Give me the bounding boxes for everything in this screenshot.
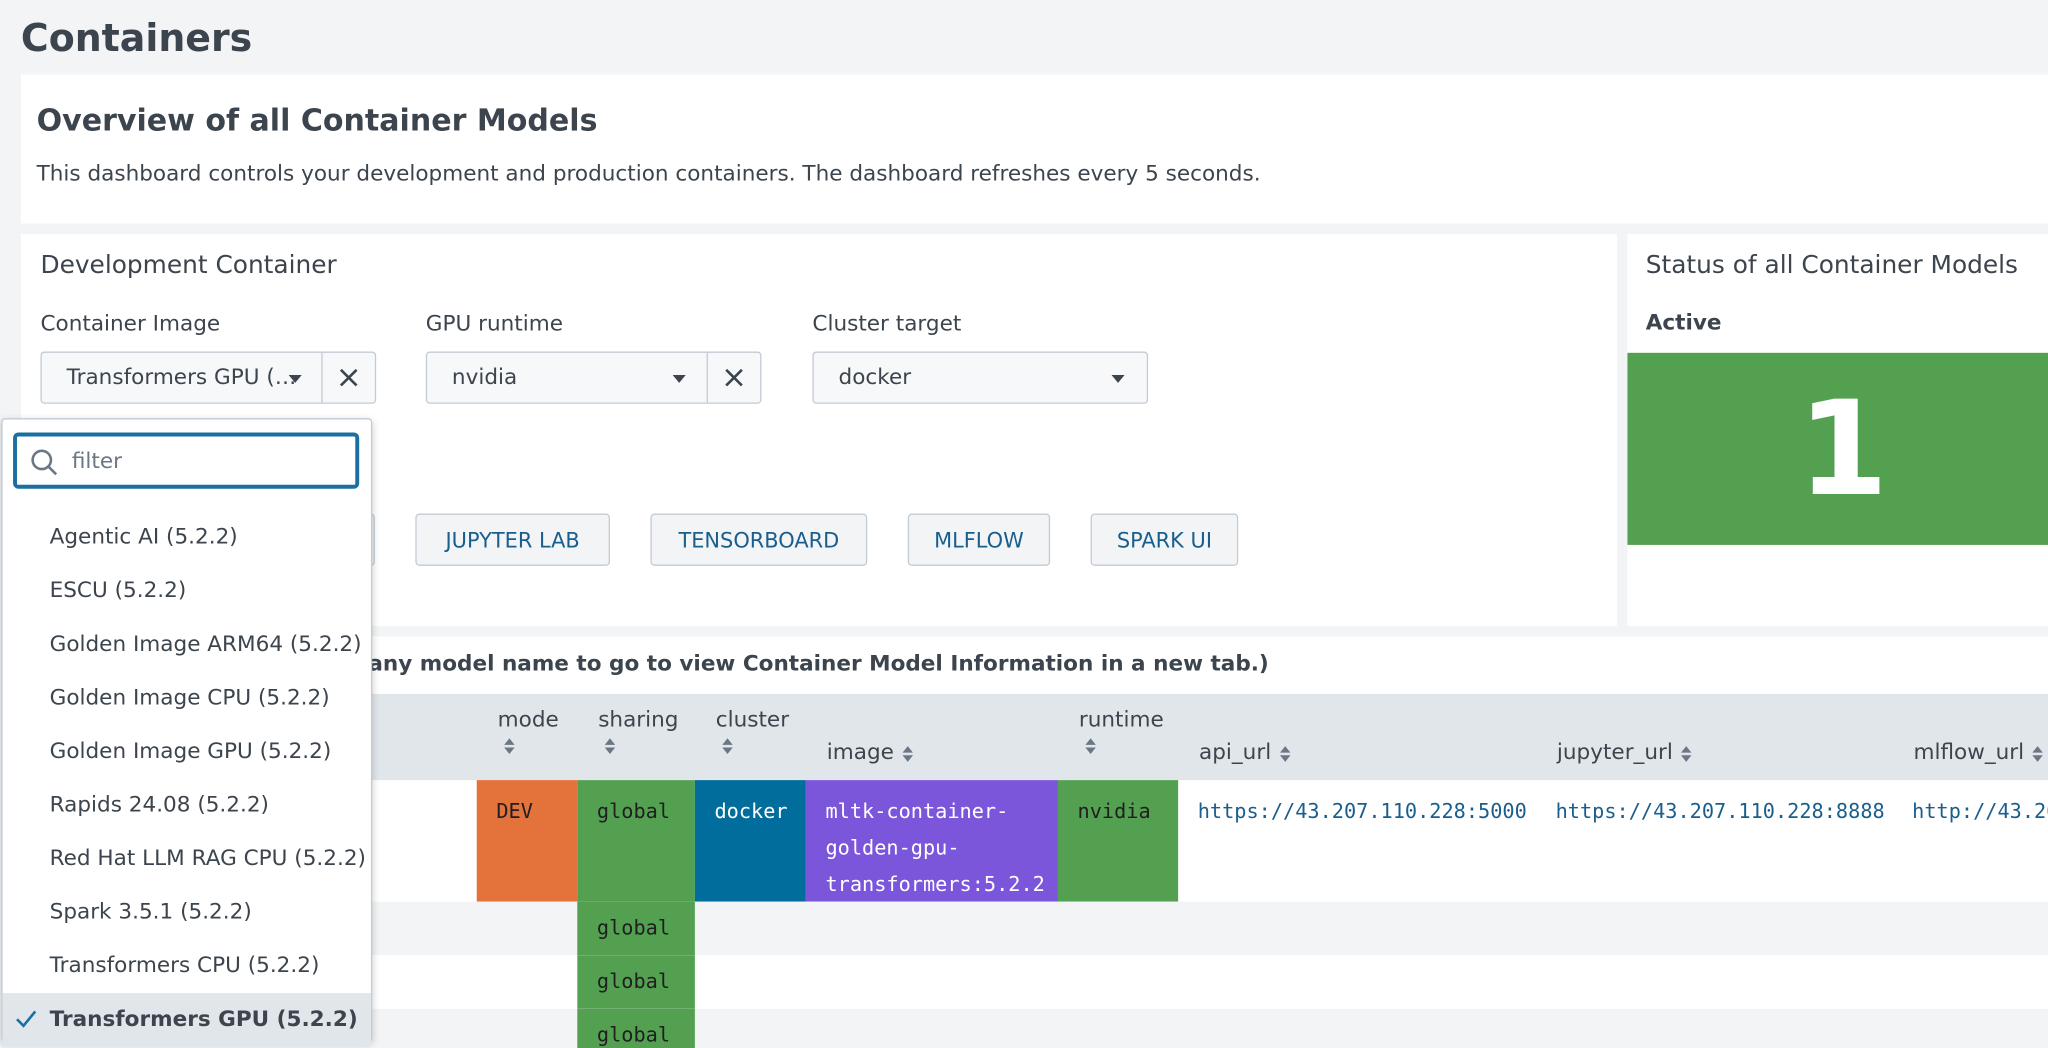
button[interactable]: MLFLOW [907, 513, 1051, 566]
select-value: docker [838, 364, 912, 390]
overview-title: Overview of all Container Models [36, 104, 598, 139]
status-label: Active [1645, 309, 1722, 335]
sort-icon [604, 737, 616, 754]
table-cell: global [577, 1008, 695, 1048]
column-header[interactable]: mode [477, 694, 578, 780]
column-header[interactable]: sharing [577, 694, 695, 780]
page-title: Containers [20, 15, 253, 61]
column-header[interactable]: image [806, 694, 1058, 780]
filter-placeholder: filter [71, 448, 122, 474]
option-label: Golden Image ARM64 (5.2.2) [49, 631, 362, 656]
column-header[interactable]: api_url [1178, 694, 1536, 780]
header-label: sharing [598, 706, 679, 732]
option-label: Golden Image CPU (5.2.2) [49, 684, 330, 710]
overview-panel: Overview of all Container Models This da… [20, 74, 2048, 224]
dropdown-option[interactable]: Red Hat LLM RAG CPU (5.2.2) [3, 832, 371, 886]
header-label: runtime [1078, 706, 1164, 732]
caret [1111, 375, 1125, 383]
url-link[interactable]: https://43.207.110.228:8888 [1555, 799, 1885, 824]
sort-icon [902, 745, 913, 762]
column-header[interactable]: cluster [695, 694, 806, 780]
dropdown-option[interactable]: ESCU (5.2.2) [3, 565, 371, 619]
select-value: nvidia [451, 364, 518, 390]
field-label: GPU runtime [425, 311, 564, 336]
container-image-select[interactable]: Transformers GPU (… [40, 351, 377, 404]
status-tile: 1 [1627, 352, 2048, 545]
column-header[interactable]: runtime [1058, 694, 1178, 780]
field-label: Container Image [40, 311, 221, 336]
option-label: Transformers CPU (5.2.2) [49, 952, 320, 978]
dropdown-option[interactable]: Golden Image ARM64 (5.2.2) [3, 618, 371, 672]
table-cell: global [577, 955, 695, 1009]
option-label: Transformers GPU (5.2.2) [49, 1006, 358, 1032]
header-label: mlflow_url [1913, 739, 2025, 765]
cluster-target-select[interactable]: docker [812, 351, 1149, 404]
header-label: api_url [1199, 739, 1272, 765]
caret [288, 375, 302, 383]
table-cell: mltk-container-golden-gpu-transformers:5… [805, 780, 1058, 902]
select-value: Transformers GPU (… [66, 364, 297, 390]
button[interactable]: TENSORBOARD [650, 513, 868, 566]
header-label: image [826, 739, 894, 765]
header-label: mode [497, 706, 559, 732]
url-link[interactable]: http://43.20 [1912, 799, 2048, 824]
button[interactable]: JUPYTER LAB [415, 513, 610, 566]
option-label: Red Hat LLM RAG CPU (5.2.2) [49, 845, 366, 871]
header-label: cluster [715, 706, 790, 732]
gpu-runtime-select[interactable]: nvidia [425, 351, 762, 404]
overview-description: This dashboard controls your development… [36, 160, 1261, 186]
field-label: Cluster target [812, 311, 962, 336]
sort-icon [722, 737, 733, 754]
clear-icon [339, 368, 358, 387]
table-caption: any model name to go to view Container M… [368, 650, 1269, 676]
clear-button[interactable] [706, 352, 761, 403]
button[interactable]: SPARK UI [1090, 513, 1239, 566]
sort-icon [1085, 737, 1096, 754]
option-label: Spark 3.5.1 (5.2.2) [49, 899, 252, 924]
dropdown-option[interactable]: Spark 3.5.1 (5.2.2) [3, 886, 371, 940]
option-label: Golden Image GPU (5.2.2) [49, 738, 332, 764]
dropdown-option[interactable]: Golden Image CPU (5.2.2) [3, 672, 371, 726]
search-icon [31, 449, 58, 476]
dropdown-option[interactable]: Transformers CPU (5.2.2) [3, 940, 371, 994]
dropdown-option[interactable]: Agentic AI (5.2.2) [3, 511, 371, 565]
filter-input[interactable]: filter [13, 432, 360, 489]
status-panel: Status of all Container Models Active 1 [1627, 233, 2048, 626]
sort-icon [504, 737, 515, 754]
dropdown-menu: filter Agentic AI (5.2.2) ESCU (5.2.2) Gol… [1, 418, 373, 1047]
table-cell: nvidia [1057, 780, 1179, 902]
dev-panel-title: Development Container [40, 250, 337, 280]
clear-icon [725, 368, 743, 387]
check-icon [16, 1010, 37, 1028]
header-label: jupyter_url [1556, 739, 1673, 765]
table-cell: DEV [476, 780, 578, 902]
sort-icon [1681, 745, 1692, 762]
table-cell: global [577, 901, 695, 956]
option-label: Rapids 24.08 (5.2.2) [49, 791, 269, 817]
caret [672, 375, 686, 383]
dropdown-option[interactable]: Golden Image GPU (5.2.2) [3, 725, 371, 779]
sort-icon [2032, 745, 2043, 762]
url-link[interactable]: https://43.207.110.228:5000 [1197, 799, 1527, 824]
dropdown-option[interactable]: Rapids 24.08 (5.2.2) [3, 779, 371, 833]
column-header[interactable]: jupyter_url [1536, 694, 1893, 780]
status-value: 1 [1797, 372, 1889, 526]
status-title: Status of all Container Models [1645, 250, 2018, 280]
option-label: Agentic AI (5.2.2) [49, 523, 238, 549]
column-header[interactable]: mlflow_url [1893, 694, 2048, 780]
table-cell: docker [694, 780, 806, 902]
sort-icon [1279, 745, 1290, 762]
clear-button[interactable] [321, 352, 375, 403]
option-label: ESCU (5.2.2) [49, 577, 187, 603]
dropdown-option[interactable]: Transformers GPU (5.2.2) [2, 993, 371, 1047]
table-cell: global [577, 780, 695, 902]
